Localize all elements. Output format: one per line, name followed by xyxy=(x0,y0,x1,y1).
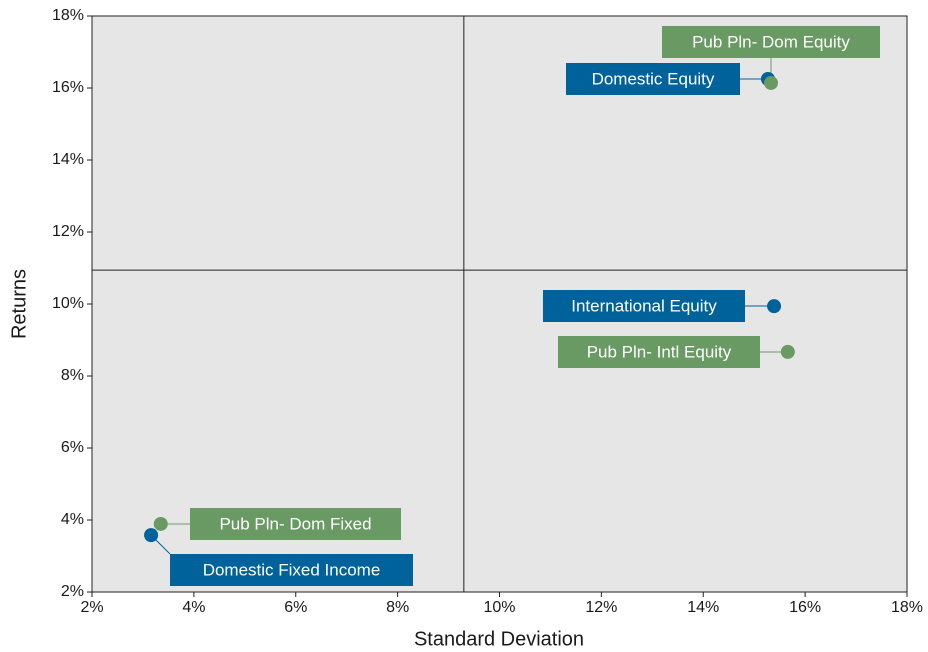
label-box xyxy=(543,290,745,322)
y-tick-label: 16% xyxy=(52,79,84,96)
point-label: Pub Pln- Dom Fixed xyxy=(219,514,371,533)
y-tick-label: 4% xyxy=(61,511,84,528)
label-box xyxy=(190,508,401,540)
x-tick-label: 2% xyxy=(80,599,103,616)
x-tick-label: 12% xyxy=(585,599,617,616)
y-axis-title: Returns xyxy=(8,269,30,339)
point-label: Pub Pln- Dom Equity xyxy=(692,32,850,51)
point xyxy=(153,516,168,531)
x-axis-title: Standard Deviation xyxy=(414,628,584,650)
plot-area xyxy=(91,15,908,593)
point-label: Domestic Fixed Income xyxy=(203,560,381,579)
x-tick-label: 14% xyxy=(687,599,719,616)
label-box xyxy=(566,63,740,95)
point-label: Domestic Equity xyxy=(592,69,715,88)
y-tick-label: 10% xyxy=(52,295,84,312)
y-tick-label: 2% xyxy=(61,583,84,600)
point-label: International Equity xyxy=(571,296,717,315)
point xyxy=(763,75,778,90)
point xyxy=(780,344,795,359)
x-tick-label: 8% xyxy=(386,599,409,616)
x-tick-label: 6% xyxy=(284,599,307,616)
point xyxy=(767,299,782,314)
y-tick-label: 14% xyxy=(52,151,84,168)
x-tick-label: 4% xyxy=(182,599,205,616)
point-label: Pub Pln- Intl Equity xyxy=(587,342,732,361)
x-tick-label: 18% xyxy=(891,599,923,616)
label-box xyxy=(662,26,880,58)
label-box xyxy=(170,554,413,586)
point xyxy=(144,528,159,543)
y-tick-label: 6% xyxy=(61,439,84,456)
y-tick-label: 8% xyxy=(61,367,84,384)
label-box xyxy=(558,336,760,368)
y-tick-label: 18% xyxy=(52,7,84,24)
x-tick-label: 16% xyxy=(789,599,821,616)
y-tick-label: 12% xyxy=(52,223,84,240)
x-tick-label: 10% xyxy=(483,599,515,616)
